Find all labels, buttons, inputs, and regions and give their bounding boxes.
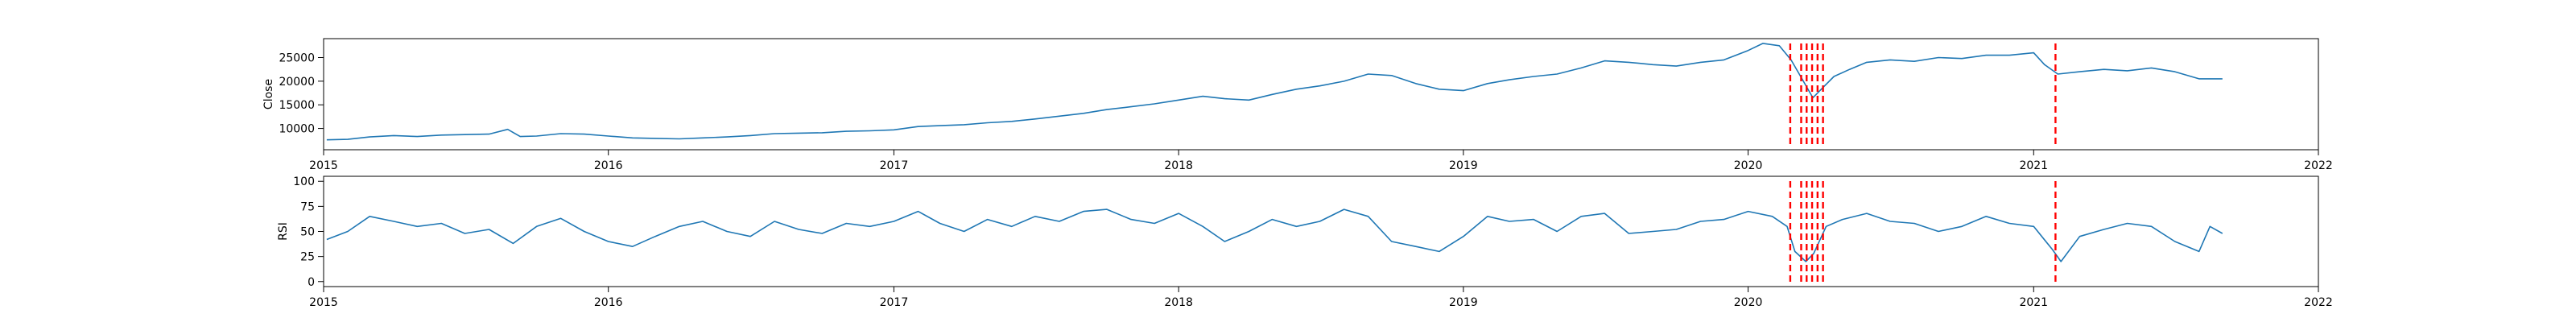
close-x-tick-label: 2020: [1734, 159, 1763, 172]
close-y-tick-label: 10000: [279, 123, 315, 136]
rsi-axes-frame: [323, 175, 2319, 287]
close-y-tick-label: 25000: [279, 52, 315, 64]
rsi-panel: 2015 2016 2017 2018 2019 2020 2021 2022 0 25 50 75 1…: [277, 175, 2333, 309]
rsi-x-tick-label: 2017: [880, 296, 909, 309]
close-x-tick-label: 2018: [1164, 159, 1193, 172]
close-y-tick-label: 20000: [279, 76, 315, 89]
close-x-tick-label: 2021: [2019, 159, 2048, 172]
rsi-y-axis-label: RSI: [277, 222, 290, 241]
rsi-y-tick-label: 100: [293, 175, 315, 188]
rsi-y-tick-label: 0: [308, 276, 315, 289]
close-y-axis-label: Close: [262, 79, 275, 109]
rsi-y-tick-label: 75: [300, 200, 315, 213]
close-price-panel: 2015 2016 2017 2018 2019 2020 2021 2022 10000 150…: [262, 38, 2333, 172]
rsi-y-tick-label: 50: [300, 226, 315, 239]
close-x-tick-label: 2015: [309, 159, 338, 172]
close-x-tick-label: 2017: [880, 159, 909, 172]
rsi-x-tick-label: 2016: [594, 296, 623, 309]
rsi-x-tick-label: 2015: [309, 296, 338, 309]
rsi-x-tick-label: 2021: [2019, 296, 2048, 309]
rsi-x-tick-label: 2022: [2304, 296, 2333, 309]
rsi-series-line: [326, 208, 2223, 262]
rsi-x-tick-label: 2019: [1449, 296, 1478, 309]
close-axes-frame: [323, 38, 2319, 151]
rsi-x-tick-label: 2018: [1164, 296, 1193, 309]
close-y-tick-label: 15000: [279, 99, 315, 112]
close-x-tick-label: 2016: [594, 159, 623, 172]
close-x-tick-label: 2019: [1449, 159, 1478, 172]
close-x-tick-label: 2022: [2304, 159, 2333, 172]
rsi-x-tick-label: 2020: [1734, 296, 1763, 309]
rsi-y-tick-label: 25: [300, 251, 315, 264]
close-series-line: [326, 43, 2223, 141]
